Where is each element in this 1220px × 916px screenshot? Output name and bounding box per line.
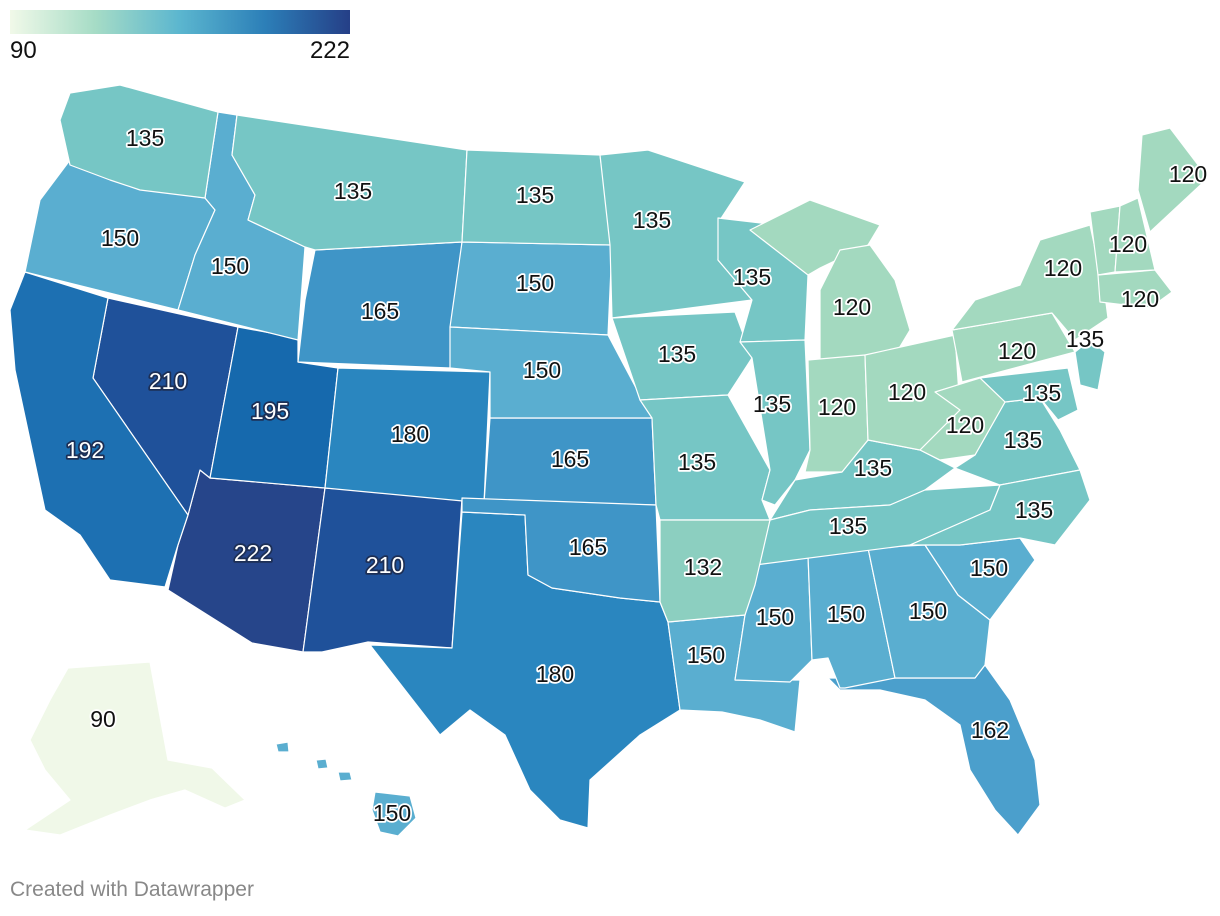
value-label-arizona: 222	[234, 540, 272, 566]
value-label-nevada: 210	[149, 368, 187, 394]
state-shape-hawaii[interactable]	[315, 758, 329, 770]
value-label-nebraska: 150	[523, 357, 561, 383]
value-label-montana: 135	[334, 178, 372, 204]
value-label-pennsylvania: 120	[998, 338, 1036, 364]
value-label-colorado: 180	[391, 421, 429, 447]
value-label-new-mexico: 210	[366, 552, 404, 578]
state-illinois[interactable]	[739, 339, 811, 506]
state-shape-arkansas[interactable]	[659, 519, 771, 623]
value-label-wisconsin: 135	[733, 264, 771, 290]
value-label-michigan: 120	[833, 294, 871, 320]
value-label-south-carolina: 150	[970, 555, 1008, 581]
state-shape-nebraska[interactable]	[449, 326, 653, 419]
value-label-north-dakota: 135	[516, 182, 554, 208]
state-new-jersey[interactable]	[1074, 339, 1106, 391]
value-label-indiana: 120	[818, 394, 856, 420]
state-shape-hawaii[interactable]	[337, 771, 353, 782]
value-label-ohio: 120	[888, 379, 926, 405]
credit-text: Created with Datawrapper	[10, 878, 254, 901]
value-label-wyoming: 165	[361, 298, 399, 324]
value-label-north-carolina: 135	[1015, 497, 1053, 523]
value-label-washington: 135	[126, 125, 164, 151]
state-shape-iowa[interactable]	[611, 311, 753, 401]
state-shape-california[interactable]	[9, 271, 189, 588]
value-label-tennessee: 135	[829, 513, 867, 539]
value-label-vermont: 120	[1109, 231, 1147, 257]
state-shape-north-carolina[interactable]	[909, 469, 1091, 546]
value-label-south-dakota: 150	[516, 270, 554, 296]
state-oklahoma[interactable]	[461, 497, 661, 603]
value-label-missouri: 135	[678, 449, 716, 475]
value-label-west-virginia: 120	[946, 412, 984, 438]
value-label-texas: 180	[536, 661, 574, 687]
value-label-virginia: 135	[1004, 427, 1042, 453]
state-shape-illinois[interactable]	[739, 339, 811, 506]
value-label-illinois: 135	[753, 391, 791, 417]
state-shape-hawaii[interactable]	[371, 791, 417, 837]
state-nebraska[interactable]	[449, 326, 653, 419]
state-arkansas[interactable]	[659, 519, 771, 623]
state-shape-oklahoma[interactable]	[461, 497, 661, 603]
value-label-new-york: 120	[1044, 255, 1082, 281]
state-iowa[interactable]	[611, 311, 753, 401]
state-new-york[interactable]	[951, 224, 1109, 341]
value-label-idaho: 150	[211, 253, 249, 279]
state-maine[interactable]	[1137, 127, 1209, 233]
value-label-georgia: 150	[909, 598, 947, 624]
state-shape-new-york[interactable]	[951, 224, 1109, 341]
state-california[interactable]	[9, 271, 189, 588]
state-west-virginia[interactable]	[919, 377, 1006, 461]
color-legend: 90 222	[10, 10, 350, 64]
value-label-oregon: 150	[101, 225, 139, 251]
value-label-iowa: 135	[658, 341, 696, 367]
value-label-oklahoma: 165	[569, 534, 607, 560]
state-north-carolina[interactable]	[909, 469, 1091, 546]
state-massachusetts[interactable]	[1097, 269, 1173, 309]
value-label-arkansas: 132	[684, 554, 722, 580]
value-label-california: 192	[66, 437, 104, 463]
state-alaska[interactable]	[24, 661, 246, 836]
state-shape-hawaii[interactable]	[275, 741, 290, 753]
legend-max-label: 222	[309, 37, 350, 64]
value-label-hawaii: 150	[373, 800, 411, 826]
state-florida[interactable]	[827, 664, 1041, 836]
value-label-massachusetts: 120	[1121, 286, 1159, 312]
state-shape-west-virginia[interactable]	[919, 377, 1006, 461]
value-label-florida: 162	[971, 717, 1009, 743]
state-shape-massachusetts[interactable]	[1097, 269, 1173, 309]
state-hawaii[interactable]	[275, 741, 417, 837]
state-shape-washington[interactable]	[59, 84, 219, 199]
value-label-louisiana: 150	[687, 642, 725, 668]
value-label-minnesota: 135	[633, 207, 671, 233]
legend-gradient-bar	[10, 10, 350, 34]
state-washington[interactable]	[59, 84, 219, 199]
state-michigan[interactable]	[749, 199, 911, 363]
value-label-utah: 195	[251, 398, 289, 424]
value-label-kentucky: 135	[854, 455, 892, 481]
state-shape-alaska[interactable]	[24, 661, 246, 836]
value-label-kansas: 165	[551, 446, 589, 472]
value-label-alabama: 150	[827, 601, 865, 627]
value-label-mississippi: 150	[756, 604, 794, 630]
value-label-maine: 120	[1169, 161, 1207, 187]
value-label-new-jersey: 135	[1066, 326, 1104, 352]
state-shape-maine[interactable]	[1137, 127, 1209, 233]
value-label-maryland: 135	[1023, 380, 1061, 406]
value-label-alaska: 90	[90, 706, 116, 732]
legend-min-label: 90	[10, 37, 37, 64]
state-shape-new-jersey[interactable]	[1074, 339, 1106, 391]
state-shape-florida[interactable]	[827, 664, 1041, 836]
